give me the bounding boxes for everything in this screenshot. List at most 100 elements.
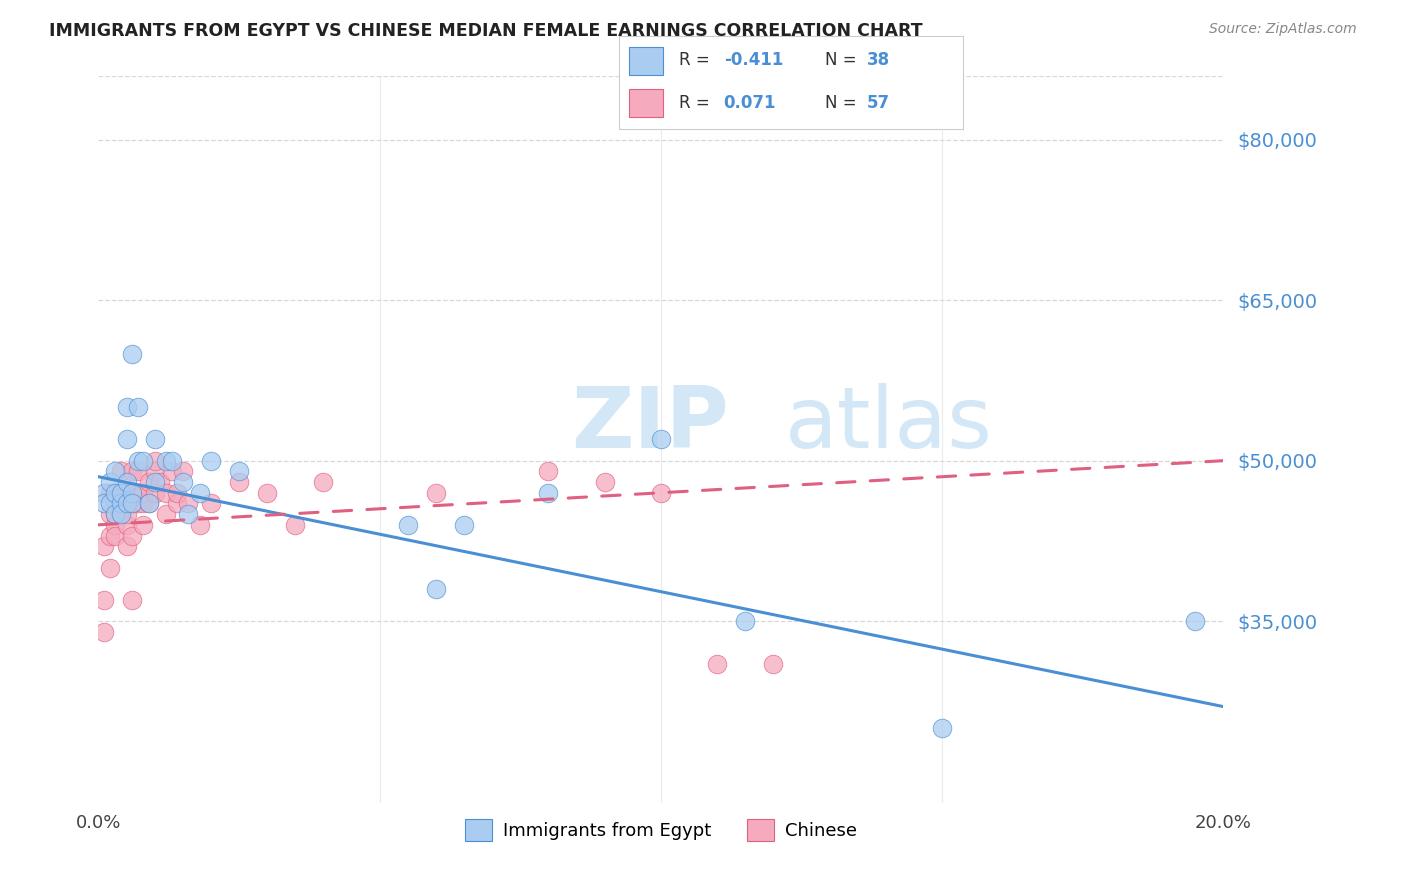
Point (115, 485, 138, 500)
Point (160, 464, 183, 478)
Point (115, 507, 138, 521)
Point (127, 401, 149, 415)
Point (110, 496, 132, 510)
Text: 57: 57 (866, 94, 890, 112)
Point (537, 485, 560, 500)
Text: atlas: atlas (785, 384, 993, 467)
Point (155, 453, 177, 467)
Point (149, 475, 172, 489)
Point (115, 401, 138, 415)
Point (115, 539, 138, 553)
Point (110, 485, 132, 500)
Point (143, 433, 166, 447)
Point (115, 475, 138, 489)
Text: 0.071: 0.071 (724, 94, 776, 112)
Point (121, 485, 143, 500)
Legend: Immigrants from Egypt, Chinese: Immigrants from Egypt, Chinese (457, 812, 865, 848)
Point (734, 614, 756, 628)
Text: N =: N = (825, 52, 862, 70)
Point (160, 453, 183, 467)
Point (93, 624, 115, 639)
Point (93, 592, 115, 607)
Point (93, 539, 115, 553)
Point (132, 517, 155, 532)
Point (121, 496, 143, 510)
Point (166, 485, 188, 500)
Point (115, 433, 138, 447)
Point (110, 507, 132, 521)
Point (121, 592, 143, 607)
Point (143, 453, 166, 467)
Point (110, 485, 132, 500)
Point (143, 485, 166, 500)
Point (115, 496, 138, 510)
Point (98, 475, 121, 489)
Point (650, 485, 672, 500)
Point (138, 496, 160, 510)
Text: Source: ZipAtlas.com: Source: ZipAtlas.com (1209, 22, 1357, 37)
Point (98, 485, 121, 500)
Point (155, 507, 177, 521)
Point (706, 657, 728, 671)
Point (188, 485, 211, 500)
Point (98, 528, 121, 542)
Point (177, 496, 200, 510)
Point (177, 507, 200, 521)
Point (396, 517, 419, 532)
Point (228, 464, 250, 478)
Text: IMMIGRANTS FROM EGYPT VS CHINESE MEDIAN FEMALE EARNINGS CORRELATION CHART: IMMIGRANTS FROM EGYPT VS CHINESE MEDIAN … (49, 22, 922, 40)
Text: N =: N = (825, 94, 862, 112)
Point (1184, 614, 1206, 628)
Point (155, 485, 177, 500)
Point (132, 485, 155, 500)
Point (188, 517, 211, 532)
Point (121, 496, 143, 510)
Point (121, 528, 143, 542)
Point (93, 496, 115, 510)
Point (110, 507, 132, 521)
Point (127, 485, 149, 500)
Point (110, 496, 132, 510)
Text: -0.411: -0.411 (724, 52, 783, 70)
Point (98, 496, 121, 510)
Point (200, 453, 222, 467)
Text: R =: R = (679, 94, 714, 112)
Point (132, 496, 155, 510)
Point (115, 496, 138, 510)
Point (931, 721, 953, 735)
Point (312, 475, 335, 489)
Point (98, 507, 121, 521)
Text: 38: 38 (866, 52, 890, 70)
Point (172, 475, 194, 489)
Point (127, 496, 149, 510)
Point (593, 475, 616, 489)
Point (200, 496, 222, 510)
Point (121, 485, 143, 500)
Point (93, 485, 115, 500)
Point (127, 464, 149, 478)
Point (104, 485, 127, 500)
Point (228, 475, 250, 489)
Point (762, 657, 785, 671)
Point (537, 464, 560, 478)
FancyBboxPatch shape (628, 89, 664, 117)
Point (115, 517, 138, 532)
Point (98, 560, 121, 574)
Point (172, 464, 194, 478)
Text: R =: R = (679, 52, 714, 70)
Point (143, 464, 166, 478)
Text: ZIP: ZIP (571, 384, 728, 467)
Point (166, 496, 188, 510)
Point (425, 485, 447, 500)
Point (121, 347, 143, 361)
Point (138, 496, 160, 510)
FancyBboxPatch shape (628, 47, 664, 76)
Point (143, 475, 166, 489)
Point (132, 453, 155, 467)
Point (104, 507, 127, 521)
Point (104, 517, 127, 532)
Point (256, 485, 278, 500)
Point (284, 517, 307, 532)
Point (110, 464, 132, 478)
Point (121, 464, 143, 478)
